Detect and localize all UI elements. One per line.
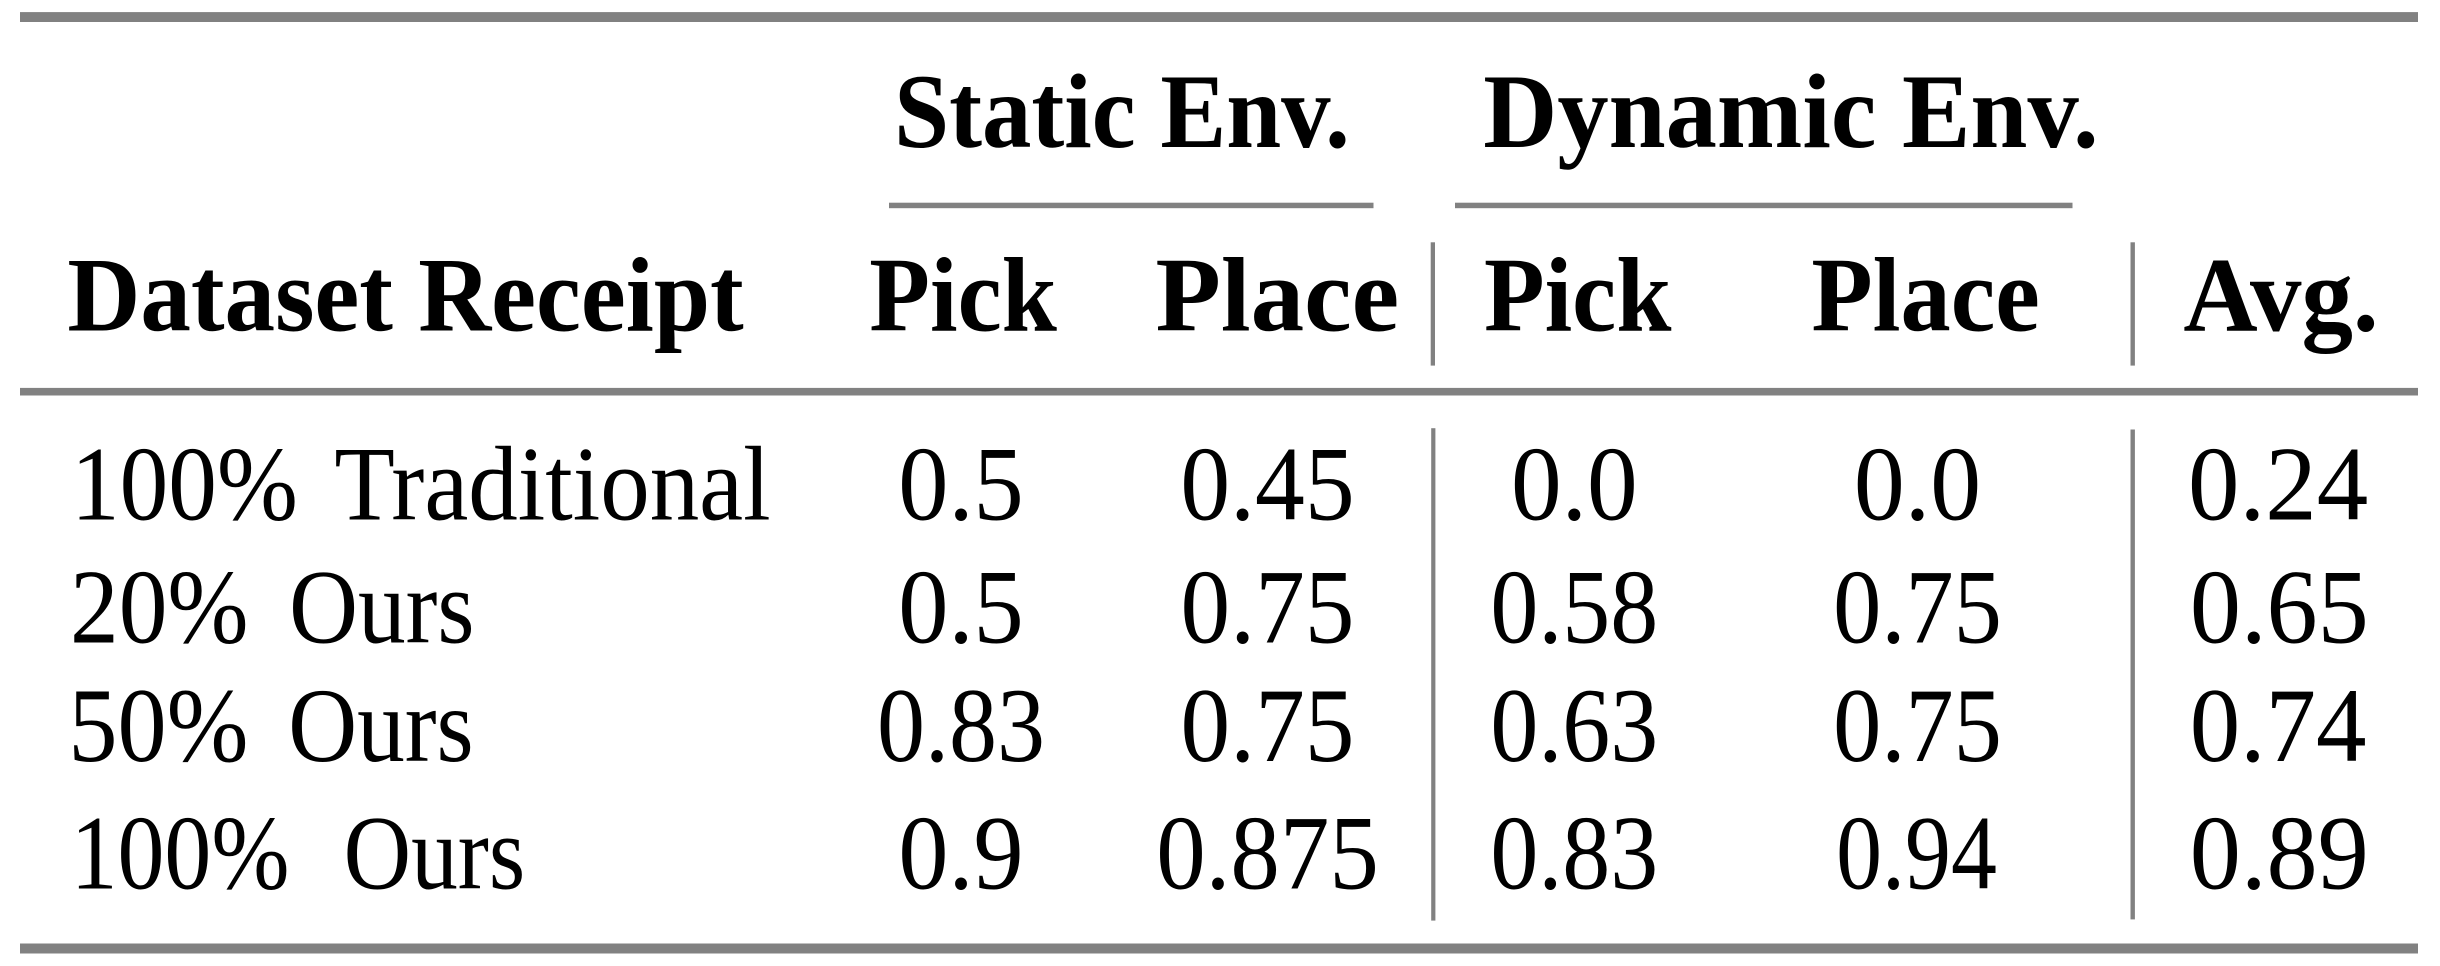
svg-text:Dataset Receipt: Dataset Receipt xyxy=(67,237,743,354)
svg-text:Ours: Ours xyxy=(288,667,474,784)
svg-text:0.875: 0.875 xyxy=(1156,795,1379,912)
svg-text:Ours: Ours xyxy=(289,548,474,665)
svg-text:0.45: 0.45 xyxy=(1180,426,1354,543)
svg-text:50%: 50% xyxy=(68,667,248,784)
svg-text:0.74: 0.74 xyxy=(2190,667,2367,784)
svg-text:0.75: 0.75 xyxy=(1833,548,2002,665)
svg-text:0.58: 0.58 xyxy=(1490,548,1658,665)
svg-text:0.5: 0.5 xyxy=(898,426,1024,543)
svg-text:100%: 100% xyxy=(71,426,298,543)
svg-text:Pick: Pick xyxy=(1484,237,1671,354)
svg-text:0.5: 0.5 xyxy=(898,548,1024,665)
svg-text:0.75: 0.75 xyxy=(1181,667,1355,784)
svg-text:0.24: 0.24 xyxy=(2188,426,2368,543)
svg-text:0.65: 0.65 xyxy=(2190,548,2369,665)
svg-text:Avg.: Avg. xyxy=(2183,237,2378,354)
svg-text:Static Env.: Static Env. xyxy=(894,53,1350,170)
svg-text:0.0: 0.0 xyxy=(1511,426,1638,543)
svg-text:0.75: 0.75 xyxy=(1833,667,2002,784)
svg-text:0.89: 0.89 xyxy=(2190,795,2369,912)
svg-text:100%: 100% xyxy=(71,795,290,912)
svg-text:0.83: 0.83 xyxy=(877,667,1045,784)
svg-text:0.9: 0.9 xyxy=(898,795,1023,912)
svg-text:0.83: 0.83 xyxy=(1490,795,1658,912)
svg-text:Pick: Pick xyxy=(869,237,1057,354)
svg-text:Traditional: Traditional xyxy=(334,426,770,543)
svg-text:Dynamic Env.: Dynamic Env. xyxy=(1483,53,2098,170)
svg-text:Place: Place xyxy=(1811,237,2039,354)
svg-text:20%: 20% xyxy=(70,548,249,665)
svg-text:0.75: 0.75 xyxy=(1181,548,1355,665)
svg-text:0.94: 0.94 xyxy=(1836,795,1997,912)
svg-text:0.0: 0.0 xyxy=(1854,426,1981,543)
svg-text:Ours: Ours xyxy=(344,795,526,912)
svg-text:Place: Place xyxy=(1156,237,1400,354)
svg-text:0.63: 0.63 xyxy=(1490,667,1658,784)
